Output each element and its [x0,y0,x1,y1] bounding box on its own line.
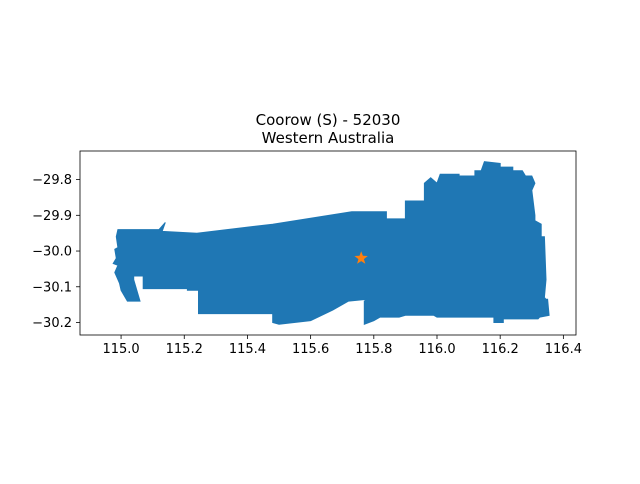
map-title: Coorow (S) - 52030 [256,111,401,129]
axes-frame [79,150,577,336]
y-axis-ticks: −29.8 −29.9 −30.0 −30.1 −30.2 [32,173,80,331]
x-tick-label: 115.4 [229,342,266,357]
x-tick-label: 115.8 [355,342,392,357]
y-tick-label: −29.8 [32,173,72,188]
x-axis-ticks: 115.0 115.2 115.4 115.6 115.8 116.0 116.2 116.4 [102,335,582,357]
region-shape [112,161,550,326]
x-tick-label: 115.6 [292,342,329,357]
x-tick-label: 116.4 [545,342,582,357]
x-tick-label: 115.0 [102,342,139,357]
x-tick-label: 116.0 [418,342,455,357]
y-tick-label: −30.2 [32,316,72,331]
y-tick-label: −30.1 [32,280,72,295]
x-tick-label: 115.2 [166,342,203,357]
y-tick-label: −30.0 [32,245,72,260]
region-centroid-star-marker [354,251,368,264]
y-tick-label: −29.9 [32,209,72,224]
map-subtitle: Western Australia [262,129,395,147]
plot-area [112,161,550,326]
x-tick-label: 116.2 [482,342,519,357]
